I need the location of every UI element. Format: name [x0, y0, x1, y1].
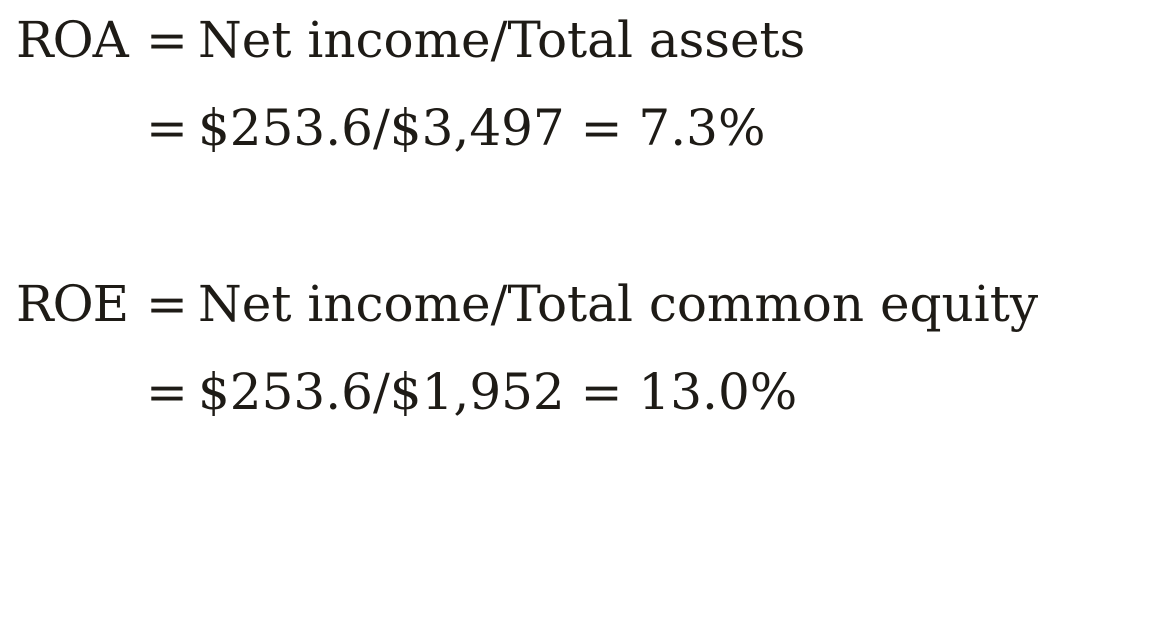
roa-calculation: $253.6/$3,497 = 7.3%	[198, 99, 766, 157]
roa-term: ROA	[16, 11, 129, 69]
roe-formula: ROE = Net income/Total common equity = $…	[16, 264, 1146, 440]
roe-definition-line: ROE = Net income/Total common equity	[16, 264, 1146, 352]
roa-calculation-line: = $253.6/$3,497 = 7.3%	[16, 88, 1146, 176]
roa-equals-sign: =	[146, 11, 188, 69]
roe-calc-equals-sign: =	[146, 363, 188, 421]
roa-calc-equals-sign: =	[146, 99, 188, 157]
roa-formula: ROA = Net income/Total assets = $253.6/$…	[16, 0, 1146, 176]
roa-definition: Net income/Total assets	[198, 11, 806, 69]
roe-calculation-line: = $253.6/$1,952 = 13.0%	[16, 352, 1146, 440]
roa-definition-line: ROA = Net income/Total assets	[16, 0, 1146, 88]
roe-term: ROE	[16, 275, 129, 333]
roe-definition: Net income/Total common equity	[198, 275, 1039, 333]
roe-calculation: $253.6/$1,952 = 13.0%	[198, 363, 798, 421]
roe-equals-sign: =	[146, 275, 188, 333]
